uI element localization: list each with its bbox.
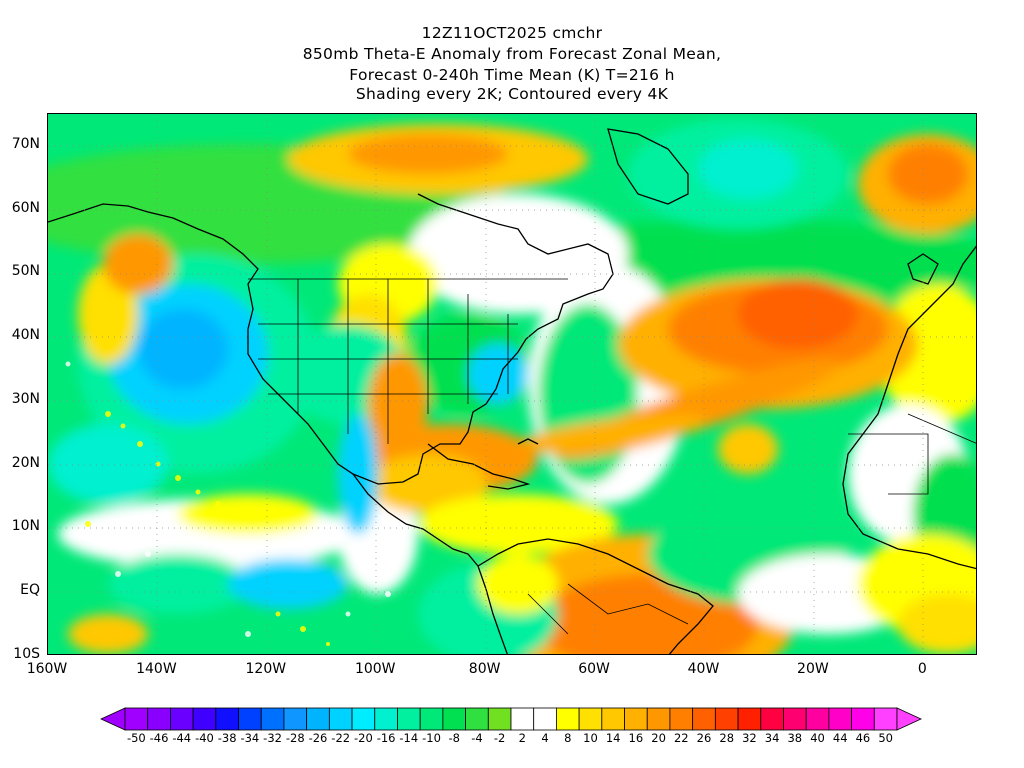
latitude-label: EQ	[20, 582, 40, 599]
colorbar-label: 28	[719, 731, 735, 745]
colorbar-swatch	[692, 707, 716, 731]
longitude-label: 140W	[136, 661, 177, 677]
colorbar-swatch	[601, 707, 625, 731]
colorbar-swatch	[669, 707, 694, 731]
colorbar-label: 10	[583, 731, 598, 745]
colorbar-swatch	[283, 707, 308, 731]
colorbar-swatch	[624, 707, 648, 731]
colorbar-swatch	[533, 707, 557, 731]
colorbar	[100, 707, 922, 731]
latitude-label: 20N	[11, 454, 40, 471]
colorbar-label: 26	[696, 731, 712, 745]
colorbar-label: -46	[149, 731, 169, 745]
colorbar-swatch	[124, 707, 149, 731]
colorbar-label: 4	[541, 731, 549, 745]
colorbar-label: 46	[855, 731, 871, 745]
colorbar-label: -2	[493, 731, 506, 745]
longitude-label: 120W	[245, 661, 287, 677]
colorbar-label: 16	[628, 731, 644, 745]
longitude-label: 40W	[687, 661, 720, 677]
colorbar-swatch	[260, 707, 285, 731]
colorbar-label: -22	[331, 731, 351, 745]
colorbar-swatch	[215, 707, 239, 731]
colorbar-label: 22	[673, 731, 689, 745]
colorbar-swatch	[556, 707, 580, 731]
colorbar-swatch	[578, 707, 603, 731]
colorbar-swatch	[306, 707, 330, 731]
colorbar-label: -28	[285, 731, 305, 745]
title-line-3: Forecast 0-240h Time Mean (K) T=216 h	[349, 66, 675, 84]
colorbar-swatch	[646, 707, 671, 731]
colorbar-label: 14	[605, 731, 621, 745]
colorbar-label: -20	[354, 731, 373, 745]
colorbar-label: -14	[399, 731, 419, 745]
colorbar-label: 8	[564, 731, 572, 745]
colorbar-swatch	[147, 707, 171, 731]
colorbar-swatch	[760, 707, 784, 731]
colorbar-swatch	[374, 707, 398, 731]
colorbar-swatch	[851, 707, 875, 731]
colorbar-label: 38	[787, 731, 803, 745]
longitude-label: 160W	[26, 661, 68, 677]
colorbar-label: 44	[832, 731, 848, 745]
latitude-label: 60N	[11, 199, 40, 216]
latitude-label: 70N	[11, 135, 40, 152]
colorbar-swatch	[487, 707, 512, 731]
colorbar-swatch	[510, 707, 535, 731]
colorbar-swatch	[873, 707, 898, 731]
colorbar-swatch	[397, 707, 421, 731]
colorbar-label: 34	[764, 731, 780, 745]
title-line-2: 850mb Theta-E Anomaly from Forecast Zona…	[302, 45, 722, 63]
colorbar-label: -34	[240, 731, 260, 745]
colorbar-label: -10	[422, 731, 441, 745]
latitude-label: 50N	[11, 263, 40, 280]
colorbar-label: -8	[448, 731, 460, 745]
colorbar-swatch	[828, 707, 852, 731]
colorbar-label: -44	[172, 731, 192, 745]
colorbar-label: -50	[126, 731, 146, 745]
colorbar-swatch	[737, 707, 762, 731]
colorbar-swatch	[442, 707, 466, 731]
colorbar-label: -38	[217, 731, 237, 745]
colorbar-max-arrow	[896, 707, 922, 731]
colorbar-label: 20	[651, 731, 666, 745]
latitude-label: 40N	[11, 327, 40, 344]
longitude-label: 100W	[354, 661, 396, 677]
longitude-label: 80W	[468, 661, 501, 677]
colorbar-label: -40	[195, 731, 214, 745]
colorbar-swatch	[465, 707, 489, 731]
colorbar-swatch	[419, 707, 444, 731]
colorbar-swatch	[714, 707, 739, 731]
colorbar-label: -26	[308, 731, 328, 745]
latitude-label: 10S	[13, 646, 40, 662]
colorbar-swatch	[192, 707, 217, 731]
anomaly-field	[48, 114, 976, 654]
longitude-label: 60W	[578, 661, 610, 677]
title-line-4: Shading every 2K; Contoured every 4K	[355, 85, 669, 103]
colorbar-swatch	[351, 707, 376, 731]
colorbar-swatch	[783, 707, 807, 731]
colorbar-label: 32	[742, 731, 757, 745]
colorbar-swatch	[805, 707, 830, 731]
colorbar-label: 2	[518, 731, 526, 745]
colorbar-swatch	[328, 707, 353, 731]
title-line-1: 12Z11OCT2025 cmchr	[421, 24, 603, 42]
colorbar-label: -4	[471, 731, 483, 745]
colorbar-label: 40	[810, 731, 825, 745]
colorbar-label: -32	[263, 731, 282, 745]
colorbar-label: -16	[376, 731, 396, 745]
colorbar-swatch	[170, 707, 194, 731]
latitude-label: 10N	[11, 518, 40, 535]
longitude-label: 0	[917, 661, 927, 677]
map-panel	[47, 113, 977, 655]
latitude-label: 30N	[11, 390, 40, 407]
colorbar-label: 50	[878, 731, 893, 745]
longitude-label: 20W	[797, 661, 829, 677]
colorbar-swatch	[238, 707, 262, 731]
colorbar-min-arrow	[100, 707, 126, 731]
